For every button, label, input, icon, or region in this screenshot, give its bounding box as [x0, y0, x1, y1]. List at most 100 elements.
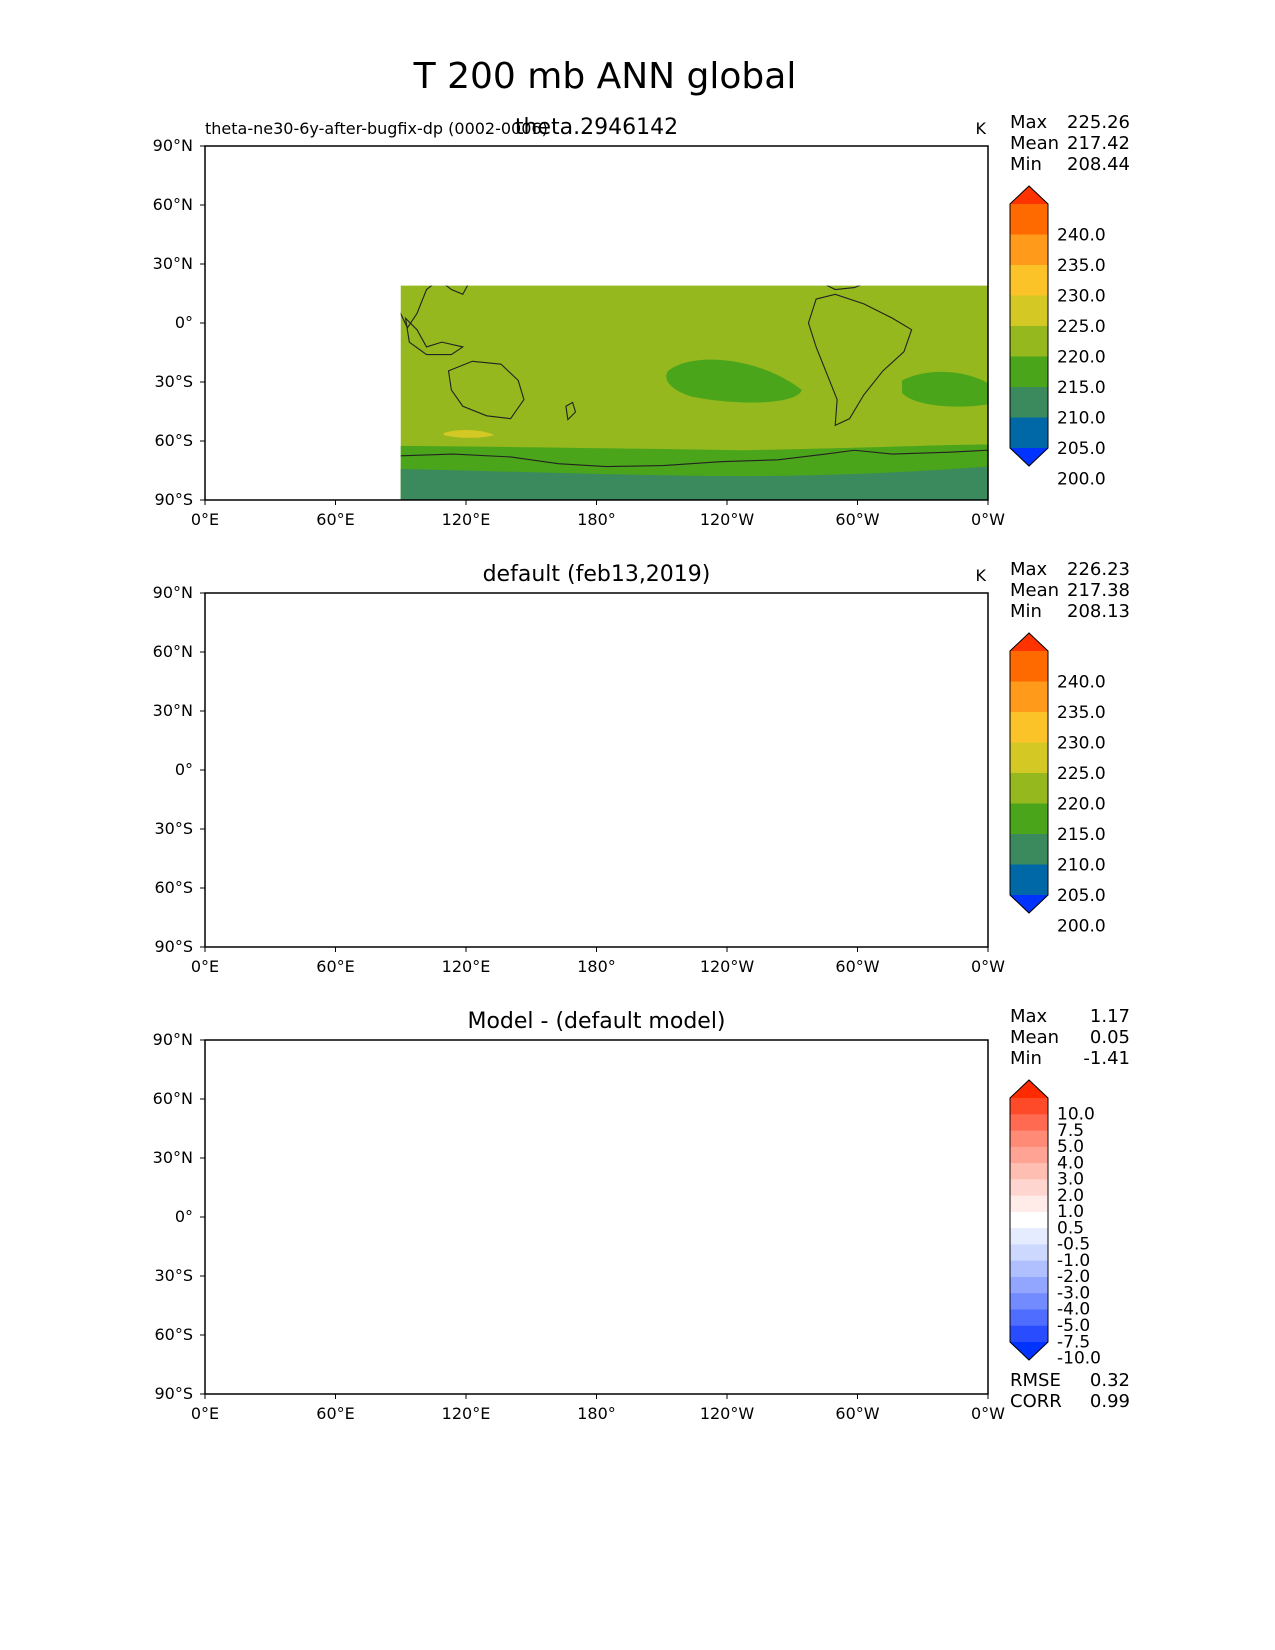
- coastline: [873, 163, 949, 199]
- colorbar-tick-label: 225.0: [1057, 764, 1106, 784]
- colorbar-tick-label: 205.0: [1057, 886, 1106, 906]
- x-tick-label: 60°E: [316, 510, 354, 529]
- stat-label: Min: [1010, 601, 1042, 622]
- colorbar: 240.0 235.0 230.0 225.0 220.0 215.0 210.0 205.0…: [1009, 185, 1106, 489]
- metric-label: CORR: [1010, 1391, 1062, 1412]
- colorbar-swatch: [1010, 1130, 1048, 1148]
- colorbar-swatch: [1010, 803, 1048, 835]
- y-tick-label: 90°N: [153, 1030, 193, 1049]
- colorbar-tick-label: 7.5: [1057, 1121, 1084, 1141]
- contour-region: [205, 593, 988, 704]
- coastline: [721, 629, 950, 736]
- colorbar-swatch: [1010, 417, 1048, 449]
- colorbar-outline: [1009, 632, 1049, 914]
- units-label: K: [976, 566, 987, 585]
- colorbar-tick-label: 220.0: [1057, 794, 1106, 814]
- stat-label: Min: [1010, 154, 1042, 175]
- colorbar-tick-label: -2.0: [1057, 1267, 1090, 1287]
- x-tick-label: 180°: [577, 957, 616, 976]
- coastline: [721, 1076, 950, 1183]
- panel-title: Model - (default model): [467, 1009, 725, 1034]
- coastline: [721, 182, 950, 289]
- colorbar-tick-label: -7.5: [1057, 1332, 1090, 1352]
- x-tick-label: 0°E: [191, 1404, 219, 1423]
- contour-region: [902, 371, 989, 407]
- y-tick-label: 0°: [175, 313, 193, 332]
- colorbar-tick-label: 235.0: [1057, 256, 1106, 276]
- contour-region: [563, 610, 855, 659]
- colorbar-extend-min: [1010, 895, 1048, 913]
- coastline: [448, 361, 523, 418]
- coastline: [566, 1296, 576, 1313]
- stat-label: Mean: [1010, 133, 1059, 154]
- colorbar-tick-label: 2.0: [1057, 1186, 1084, 1206]
- contour-region: [807, 678, 988, 725]
- colorbar-tick-label: -1.0: [1057, 1251, 1090, 1271]
- coastline: [808, 741, 911, 872]
- stat-value: 226.23: [1067, 559, 1130, 580]
- stat-label: Min: [1010, 1048, 1042, 1069]
- colorbar-swatch: [1010, 864, 1048, 896]
- contour-region: [830, 1116, 863, 1127]
- colorbar-swatch: [1010, 1179, 1048, 1197]
- colorbar-swatch: [1010, 742, 1048, 774]
- colorbar-swatch: [1010, 1309, 1048, 1327]
- stat-value: 1.17: [1090, 1006, 1130, 1027]
- contour-region: [935, 1100, 988, 1136]
- map-panel-3: 0°E 60°E 120°E 180° 120°W 60°W 0°W 90°N 60°N 30°N…: [153, 1006, 1130, 1423]
- colorbar-extend-max: [1010, 186, 1048, 204]
- coastline: [348, 1188, 377, 1229]
- x-tick-label: 120°E: [442, 1404, 491, 1423]
- y-tick-label: 30°S: [154, 372, 193, 391]
- colorbar-outline: [1009, 185, 1049, 467]
- contour-region: [854, 1080, 885, 1087]
- colorbar-swatch: [1010, 1260, 1048, 1278]
- coastline: [205, 1067, 512, 1222]
- x-tick-label: 0°W: [971, 1404, 1005, 1423]
- panel-left-title: theta-ne30-6y-after-bugfix-dp (0002-0006…: [205, 119, 548, 138]
- colorbar-tick-label: 215.0: [1057, 378, 1106, 398]
- x-tick-label: 60°E: [316, 957, 354, 976]
- coastline: [406, 1212, 463, 1248]
- colorbar-tick-label: 205.0: [1057, 439, 1106, 459]
- y-tick-label: 90°N: [153, 136, 193, 155]
- stat-label: Max: [1010, 559, 1048, 580]
- colorbar-swatch: [1010, 773, 1048, 804]
- colorbar-swatch: [1010, 1276, 1048, 1294]
- coastline: [211, 710, 312, 852]
- stat-label: Mean: [1010, 1027, 1059, 1048]
- colorbar-swatch: [1010, 681, 1048, 713]
- colorbar-swatch: [1010, 1325, 1048, 1343]
- contour-region: [443, 429, 495, 438]
- colorbar-swatch: [1010, 356, 1048, 388]
- colorbar-tick-label: -5.0: [1057, 1316, 1090, 1336]
- colorbar-swatch: [1010, 265, 1048, 296]
- colorbar-tick-label: 235.0: [1057, 703, 1106, 723]
- metric-label: RMSE: [1010, 1370, 1061, 1391]
- x-tick-label: 120°E: [442, 510, 491, 529]
- colorbar-tick-label: 0.5: [1057, 1218, 1084, 1238]
- y-tick-label: 90°S: [154, 937, 193, 956]
- colorbar-swatch: [1010, 1293, 1048, 1310]
- y-tick-label: 60°S: [154, 1325, 193, 1344]
- x-tick-label: 120°W: [700, 510, 755, 529]
- stat-value: 217.38: [1067, 580, 1130, 601]
- y-tick-label: 60°N: [153, 195, 193, 214]
- contour-region: [205, 914, 988, 947]
- x-tick-label: 60°W: [835, 957, 879, 976]
- stat-value: 208.44: [1067, 154, 1130, 175]
- contour-region: [606, 693, 716, 718]
- coastline: [808, 294, 911, 425]
- x-tick-label: 60°W: [835, 1404, 879, 1423]
- stat-label: Mean: [1010, 580, 1059, 601]
- colorbar-swatch: [1010, 1114, 1048, 1132]
- coastline: [873, 1057, 949, 1093]
- coastline: [211, 1157, 312, 1299]
- contour-region: [666, 359, 802, 403]
- contour-region: [205, 1310, 423, 1333]
- x-tick-label: 120°W: [700, 1404, 755, 1423]
- y-tick-label: 0°: [175, 760, 193, 779]
- colorbar-tick-label: -4.0: [1057, 1300, 1090, 1320]
- x-tick-label: 60°E: [316, 1404, 354, 1423]
